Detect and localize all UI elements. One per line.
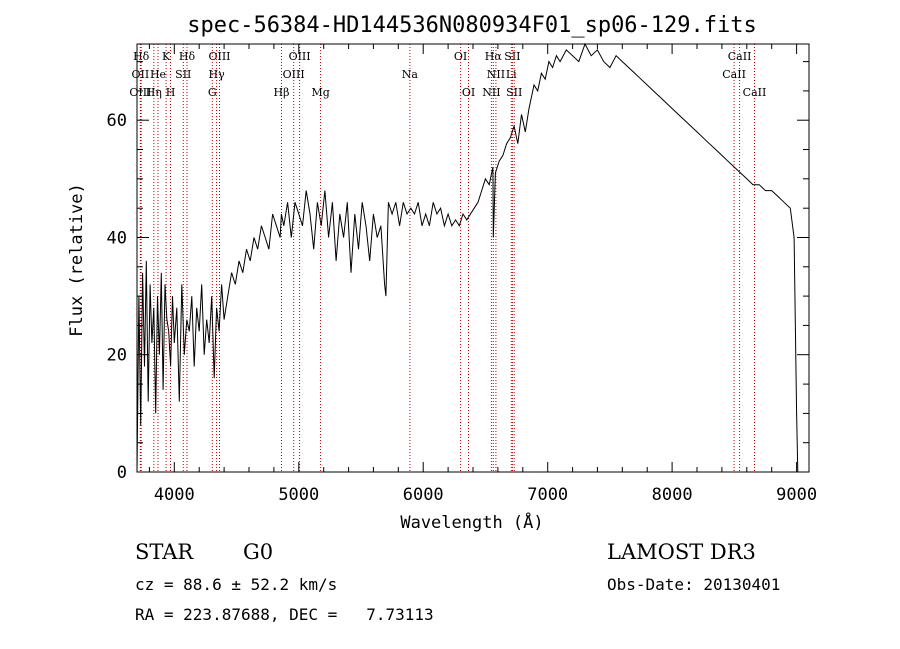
spectral-line-label: G [208,86,217,99]
spectral-line-label: SII [506,86,522,99]
survey-name: LAMOST DR3 [607,540,756,564]
spectral-line-label: OIII [208,50,230,63]
spectral-line-label: Mg [311,86,329,99]
spectral-line-label: OI [462,86,475,99]
plot-frame [136,43,810,473]
spectral-line-label: Hη [146,86,162,99]
spectral-line-label: Hδ [133,50,150,63]
spectral-line-label: OIII [129,86,151,99]
x-tick-label: 5000 [278,485,319,505]
x-tick-label: 9000 [776,485,817,505]
spectral-line-label: Hα [485,50,503,63]
flux-series-line [136,42,799,473]
x-tick-label: 7000 [527,485,568,505]
spectral-line-label: OIII [283,68,305,81]
spectral-line-label: NII [482,86,500,99]
spectral-line-label: NII [487,68,505,81]
spectral-line-label: SII [175,68,191,81]
spectral-line-label: OIII [289,50,311,63]
x-axis-label: Wavelength (Å) [400,511,543,533]
x-tick-label: 6000 [403,485,444,505]
spectral-line-label: CaII [722,68,746,81]
spectral-line-label: Li [506,68,517,81]
spectral-line-label: Hγ [209,68,226,81]
chart-title: spec-56384-HD144536N080934F01_sp06-129.f… [187,13,757,38]
spectral-line-label: CaII [728,50,752,63]
spectral-line-label: CaII [743,86,767,99]
y-tick-label: 20 [107,346,127,366]
spectral-line-label: K [162,50,171,63]
y-axis-label: Flux (relative) [67,183,87,337]
y-tick-label: 40 [107,229,127,249]
spectral-line-label: He [150,68,166,81]
spectral-line-label: SII [504,50,520,63]
object-class: STAR [135,540,194,564]
spectral-line-label: Hδ [179,50,196,63]
spectral-line-label: H [166,86,176,99]
x-tick-label: 8000 [652,485,693,505]
redshift-velocity: cz = 88.6 ± 52.2 km/s [135,575,338,594]
ra-dec-coordinates: RA = 223.87688, DEC = 7.73113 [135,605,434,624]
spectral-line-label: Na [402,68,419,81]
object-subclass: G0 [243,540,274,564]
axis-ticks: 4000 5000 6000 7000 8000 9000 0 20 40 60 [107,44,817,505]
x-tick-label: 4000 [154,485,195,505]
y-tick-label: 0 [117,463,127,483]
spectral-line-label: OI [454,50,467,63]
observation-date: Obs-Date: 20130401 [607,575,781,594]
spectral-line-label: Hβ [274,86,290,99]
y-tick-label: 60 [107,111,127,131]
